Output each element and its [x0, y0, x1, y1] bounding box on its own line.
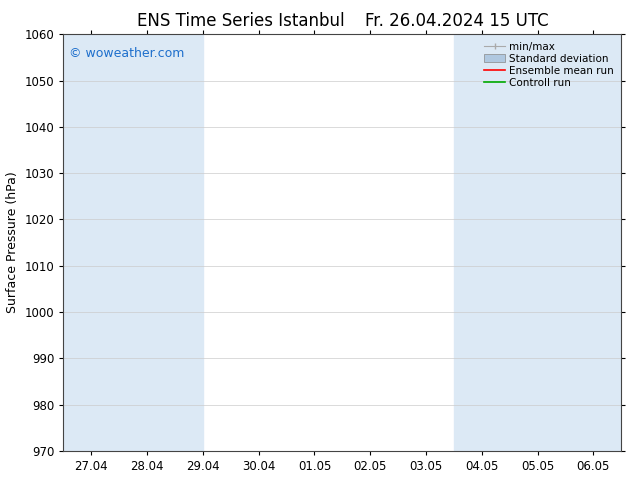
- Text: © woweather.com: © woweather.com: [69, 47, 184, 60]
- Text: ENS Time Series Istanbul: ENS Time Series Istanbul: [137, 12, 345, 30]
- Bar: [63, 34, 203, 451]
- Y-axis label: Surface Pressure (hPa): Surface Pressure (hPa): [6, 172, 19, 314]
- Text: Fr. 26.04.2024 15 UTC: Fr. 26.04.2024 15 UTC: [365, 12, 548, 30]
- Bar: [454, 34, 621, 451]
- Legend: min/max, Standard deviation, Ensemble mean run, Controll run: min/max, Standard deviation, Ensemble me…: [482, 40, 616, 90]
